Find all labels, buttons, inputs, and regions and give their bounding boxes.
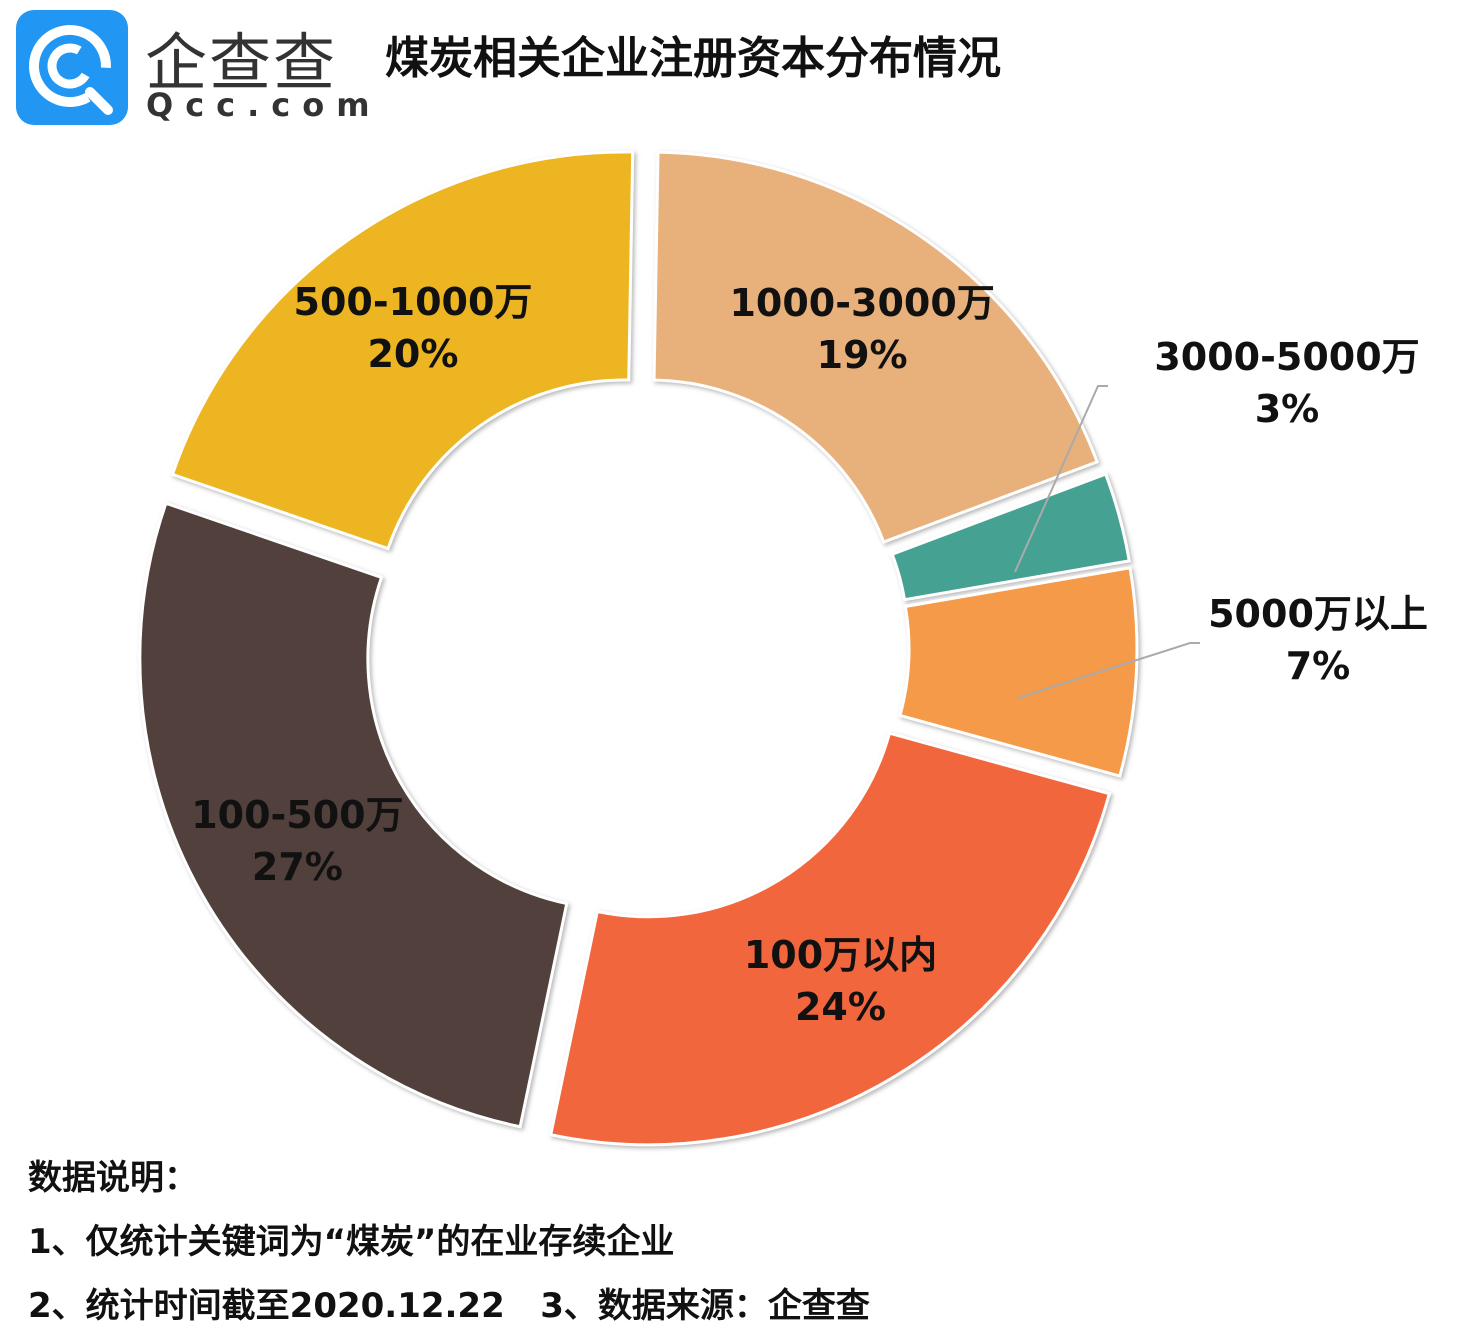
slice-value-label: 20% [367,332,459,377]
slice-label-3: 100万以内 24% [744,929,937,1033]
donut-slice-0 [652,150,1100,544]
qcc-logo-icon [16,10,128,125]
notes-heading: 数据说明： [28,1158,198,1198]
slice-category-label: 100-500万 [191,792,404,837]
data-notes: 数据说明： 1、仅统计关键词为“煤炭”的在业存续企业 2、统计时间截至2020.… [28,1150,870,1339]
slice-value-label: 24% [794,985,886,1030]
slice-label-1: 3000-5000万 3% [1154,331,1419,435]
logo-name-en: Qcc.com [146,86,382,124]
slice-category-label: 5000万以上 [1208,592,1428,636]
slice-value-label: 27% [251,844,343,889]
slice-category-label: 500-1000万 [293,280,533,325]
notes-line-2: 2、统计时间截至2020.12.22 3、数据来源：企查查 [28,1286,870,1326]
chart-title: 煤炭相关企业注册资本分布情况 [385,33,1001,84]
donut-slice-3 [548,731,1112,1147]
slice-label-5: 500-1000万 20% [294,276,533,380]
logo-name-cn: 企查查 [145,26,338,99]
donut-slice-5 [170,150,635,551]
slice-category-label: 1000-3000万 [729,280,995,325]
donut-slice-1 [890,472,1131,602]
leader-line-1 [1014,385,1108,573]
slice-value-label: 3% [1254,387,1320,431]
donut-slice-4 [138,501,569,1129]
slice-label-4: 100-500万 27% [191,789,403,893]
slice-category-label: 3000-5000万 [1154,335,1420,379]
slice-label-2: 5000万以上 7% [1208,588,1428,692]
slice-category-label: 100万以内 [743,933,938,978]
slice-value-label: 19% [816,332,908,377]
slice-value-label: 7% [1285,644,1351,688]
notes-line-1: 1、仅统计关键词为“煤炭”的在业存续企业 [28,1222,675,1262]
donut-slice-2 [898,565,1139,778]
slice-label-0: 1000-3000万 19% [729,277,994,381]
leader-line-2 [1017,642,1200,699]
